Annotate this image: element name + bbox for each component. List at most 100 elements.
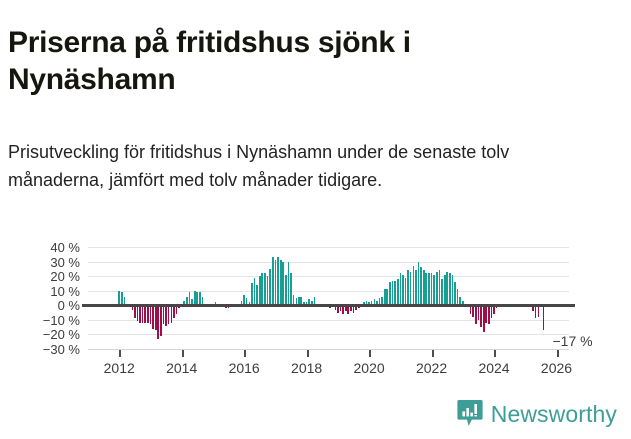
zero-axis-line [82, 304, 575, 308]
bar [383, 289, 386, 306]
bar [532, 305, 534, 312]
bar [417, 261, 420, 306]
bar [159, 305, 162, 336]
bar [136, 305, 139, 322]
bar-series [88, 247, 569, 349]
bar [368, 302, 370, 306]
y-axis-tick-label: 30 % [50, 254, 80, 270]
bar [394, 280, 396, 306]
bar [438, 270, 441, 306]
bar [272, 257, 274, 306]
value-annotation: −17 % [552, 333, 593, 349]
x-axis-tick-label: 2018 [291, 360, 323, 376]
x-axis-tick [369, 350, 372, 357]
bar [451, 274, 454, 306]
bar [459, 296, 462, 306]
bar [274, 260, 277, 306]
bar [173, 305, 175, 319]
bar [412, 265, 415, 306]
bar [475, 305, 477, 325]
bar [482, 305, 485, 332]
bar [420, 267, 423, 306]
x-axis-tick-label: 2022 [415, 360, 448, 376]
bar [355, 305, 357, 310]
bar [386, 289, 389, 306]
bar [399, 273, 402, 306]
bar [139, 305, 141, 323]
bar [183, 300, 186, 306]
bar [402, 274, 404, 306]
bar [141, 305, 144, 323]
bar [245, 298, 248, 306]
bar [279, 260, 282, 306]
bar [162, 305, 165, 325]
y-axis-tick-label: 10 % [50, 283, 80, 299]
bar-chart: 40 % 30 % 20 % 10 % 0 % −10 % −20 % −30 % 2012 2… [0, 236, 631, 386]
gridline [88, 247, 569, 248]
bar [461, 300, 464, 306]
plot-area [82, 247, 575, 350]
bar [381, 296, 384, 306]
bar [430, 273, 433, 306]
bar [295, 298, 298, 306]
bar [248, 302, 251, 306]
bar [365, 300, 368, 306]
bar [120, 292, 123, 306]
bar [305, 302, 308, 306]
bar [243, 295, 245, 306]
bar [311, 300, 313, 306]
y-axis-tick-label: 0 % [57, 298, 80, 314]
bar [362, 302, 365, 306]
bar [157, 305, 160, 339]
bar [487, 305, 490, 325]
bar [342, 305, 344, 315]
bar [167, 305, 170, 325]
x-axis-tick [306, 350, 309, 357]
bar [290, 273, 292, 306]
bar [201, 296, 204, 306]
bar [118, 290, 121, 306]
y-axis-tick-label: −30 % [42, 342, 80, 357]
bar [436, 271, 438, 306]
newsworthy-logo[interactable]: Newsworthy [457, 399, 617, 429]
bar [191, 299, 193, 306]
bar [389, 281, 391, 306]
bar [537, 305, 540, 317]
logo-wordmark: Newsworthy [490, 400, 617, 427]
bar [287, 261, 290, 306]
bar [469, 305, 472, 315]
x-axis-tick [494, 350, 497, 357]
bar [407, 270, 409, 306]
bar [337, 305, 339, 313]
bar [266, 276, 269, 306]
x-axis-tick-label: 2016 [228, 360, 260, 376]
bar [149, 305, 152, 325]
x-axis-tick [119, 350, 122, 357]
bar [214, 302, 217, 306]
y-axis-tick-label: −20 % [42, 327, 80, 343]
x-axis-line [88, 349, 569, 350]
bar [534, 305, 537, 319]
bar [253, 277, 256, 306]
bar [443, 274, 446, 306]
gridline [88, 334, 569, 336]
bar [297, 296, 300, 306]
x-axis-tick-label: 2012 [103, 360, 135, 376]
x-axis-tick-label: 2020 [353, 360, 385, 376]
gridline [88, 261, 569, 263]
bar [433, 274, 435, 306]
x-axis-tick [556, 350, 559, 357]
bar [144, 305, 146, 323]
bar [193, 290, 196, 306]
bar [308, 299, 310, 306]
bar [147, 305, 149, 323]
bar [422, 270, 425, 306]
bar [123, 296, 126, 306]
bar [378, 298, 381, 306]
bar [490, 305, 493, 319]
gridline [88, 319, 569, 321]
bar [472, 305, 474, 317]
bar [352, 305, 355, 313]
page-subtitle: Prisutveckling för fritidshus i Nynäsham… [8, 142, 510, 190]
